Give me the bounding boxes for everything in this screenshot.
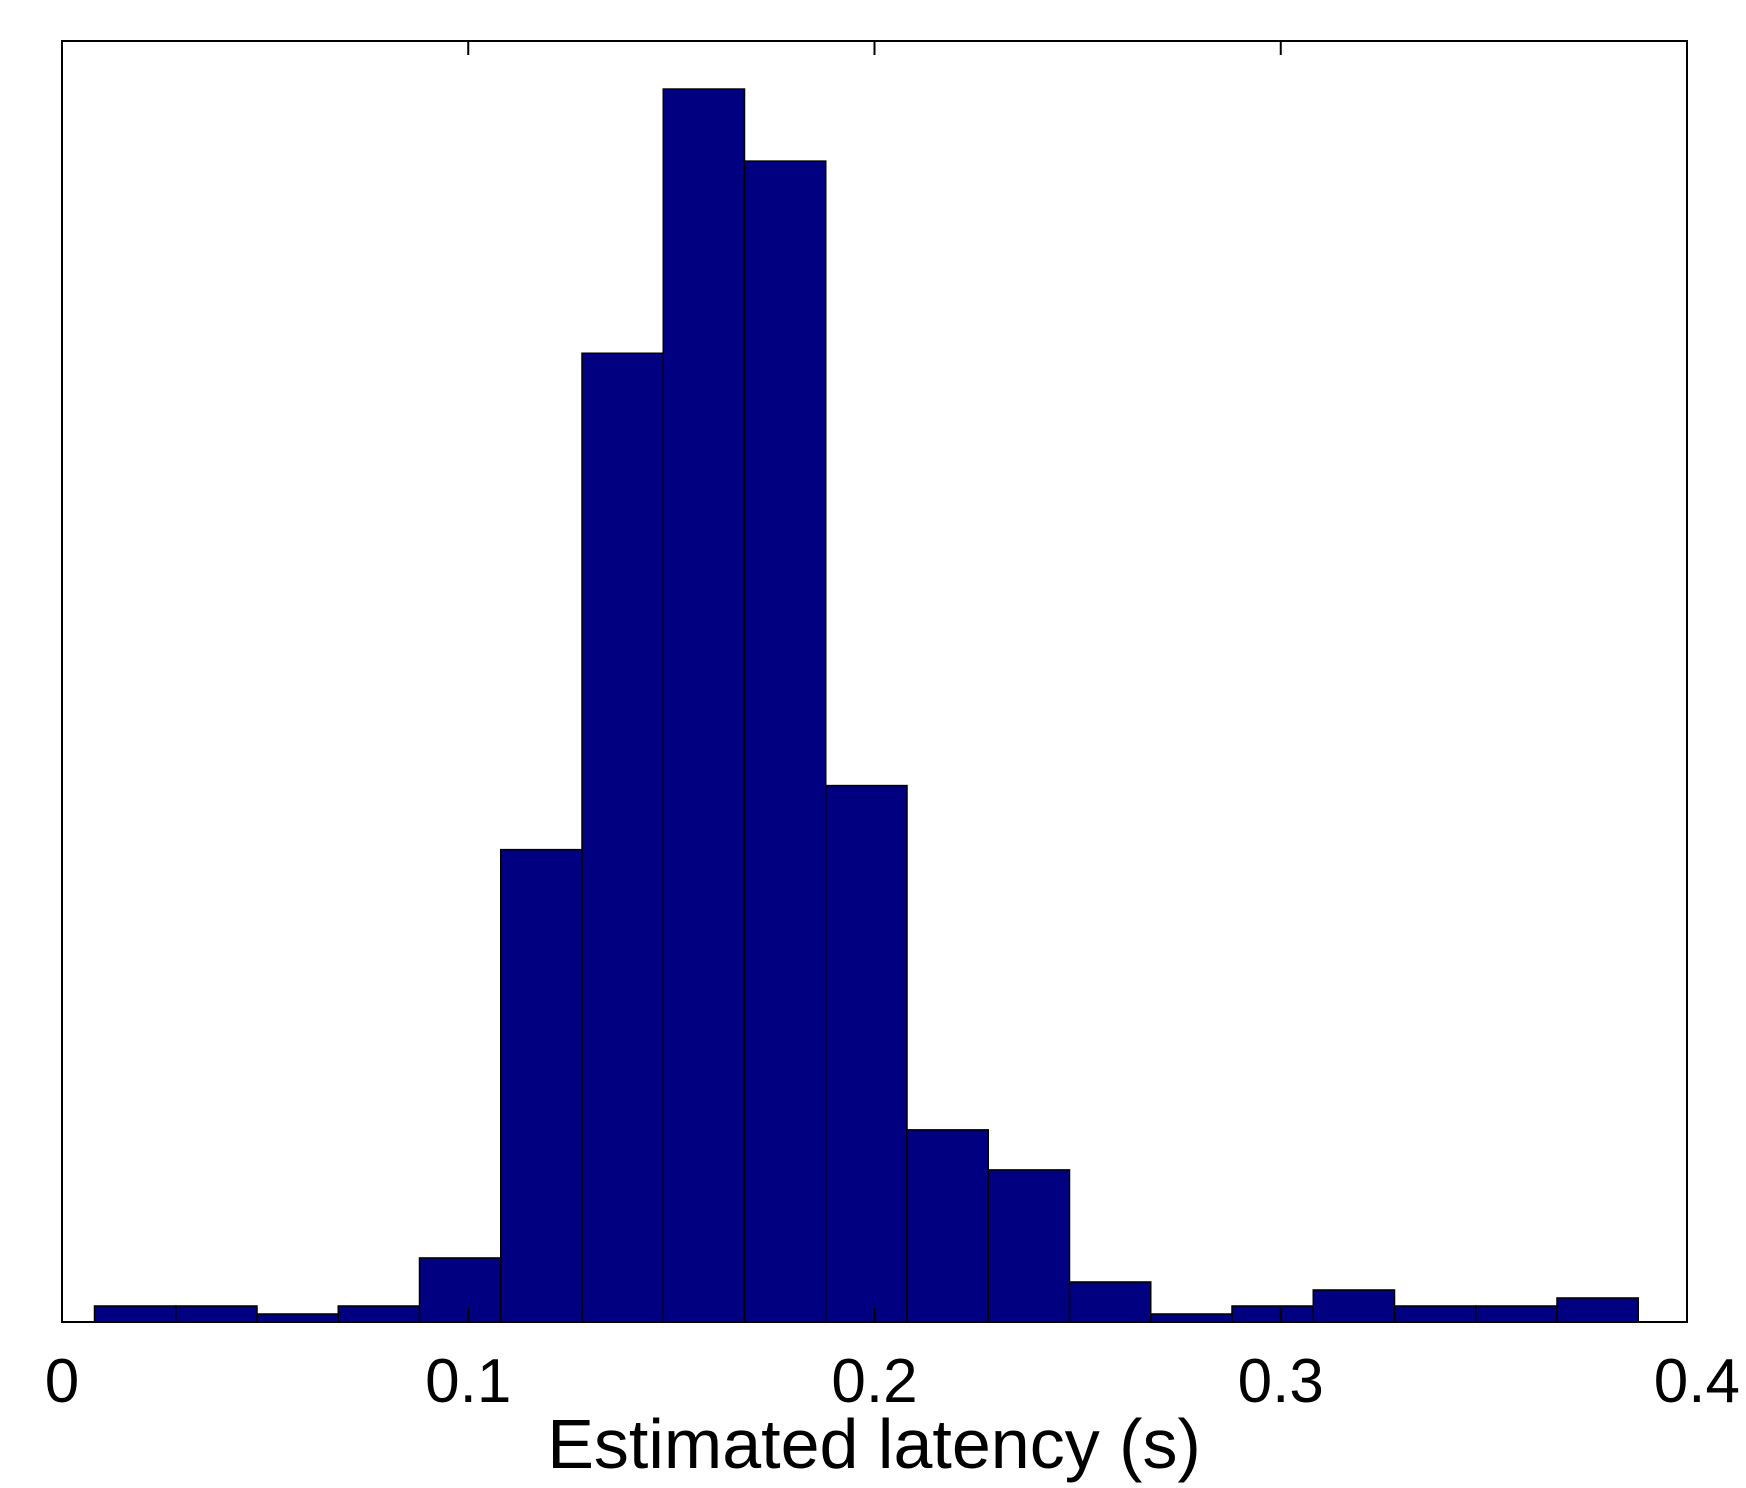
bars-layer bbox=[93, 88, 1639, 1323]
x-tick-label: 0.2 bbox=[831, 1347, 917, 1416]
histogram-bar bbox=[1068, 1281, 1152, 1323]
histogram-bar bbox=[987, 1169, 1071, 1323]
histogram-bar bbox=[175, 1305, 258, 1323]
histogram-bar bbox=[1312, 1289, 1396, 1323]
histogram-bar bbox=[662, 88, 746, 1323]
x-tick-label: 0.1 bbox=[425, 1347, 511, 1416]
x-axis-label: Estimated latency (s) bbox=[547, 1405, 1201, 1483]
histogram-bar bbox=[1475, 1305, 1558, 1323]
histogram-bar bbox=[418, 1257, 502, 1323]
histogram-bar bbox=[500, 848, 583, 1323]
x-axis: 0 0.1 0.2 0.3 0.4 bbox=[45, 41, 1740, 1416]
histogram-bar bbox=[906, 1129, 989, 1323]
histogram-bar bbox=[743, 160, 827, 1323]
x-tick-label: 0.4 bbox=[1654, 1347, 1740, 1416]
histogram-bar bbox=[337, 1305, 421, 1323]
histogram-bar bbox=[825, 784, 908, 1323]
histogram-bar bbox=[93, 1305, 177, 1323]
histogram-bar bbox=[1556, 1297, 1639, 1323]
histogram-bar bbox=[256, 1313, 339, 1323]
x-tick-label: 0 bbox=[45, 1347, 79, 1416]
histogram-bar bbox=[1150, 1313, 1233, 1323]
histogram-bar bbox=[1393, 1305, 1477, 1323]
histogram-bar bbox=[581, 352, 664, 1323]
histogram-bar bbox=[1231, 1305, 1314, 1323]
x-tick-label: 0.3 bbox=[1238, 1347, 1324, 1416]
